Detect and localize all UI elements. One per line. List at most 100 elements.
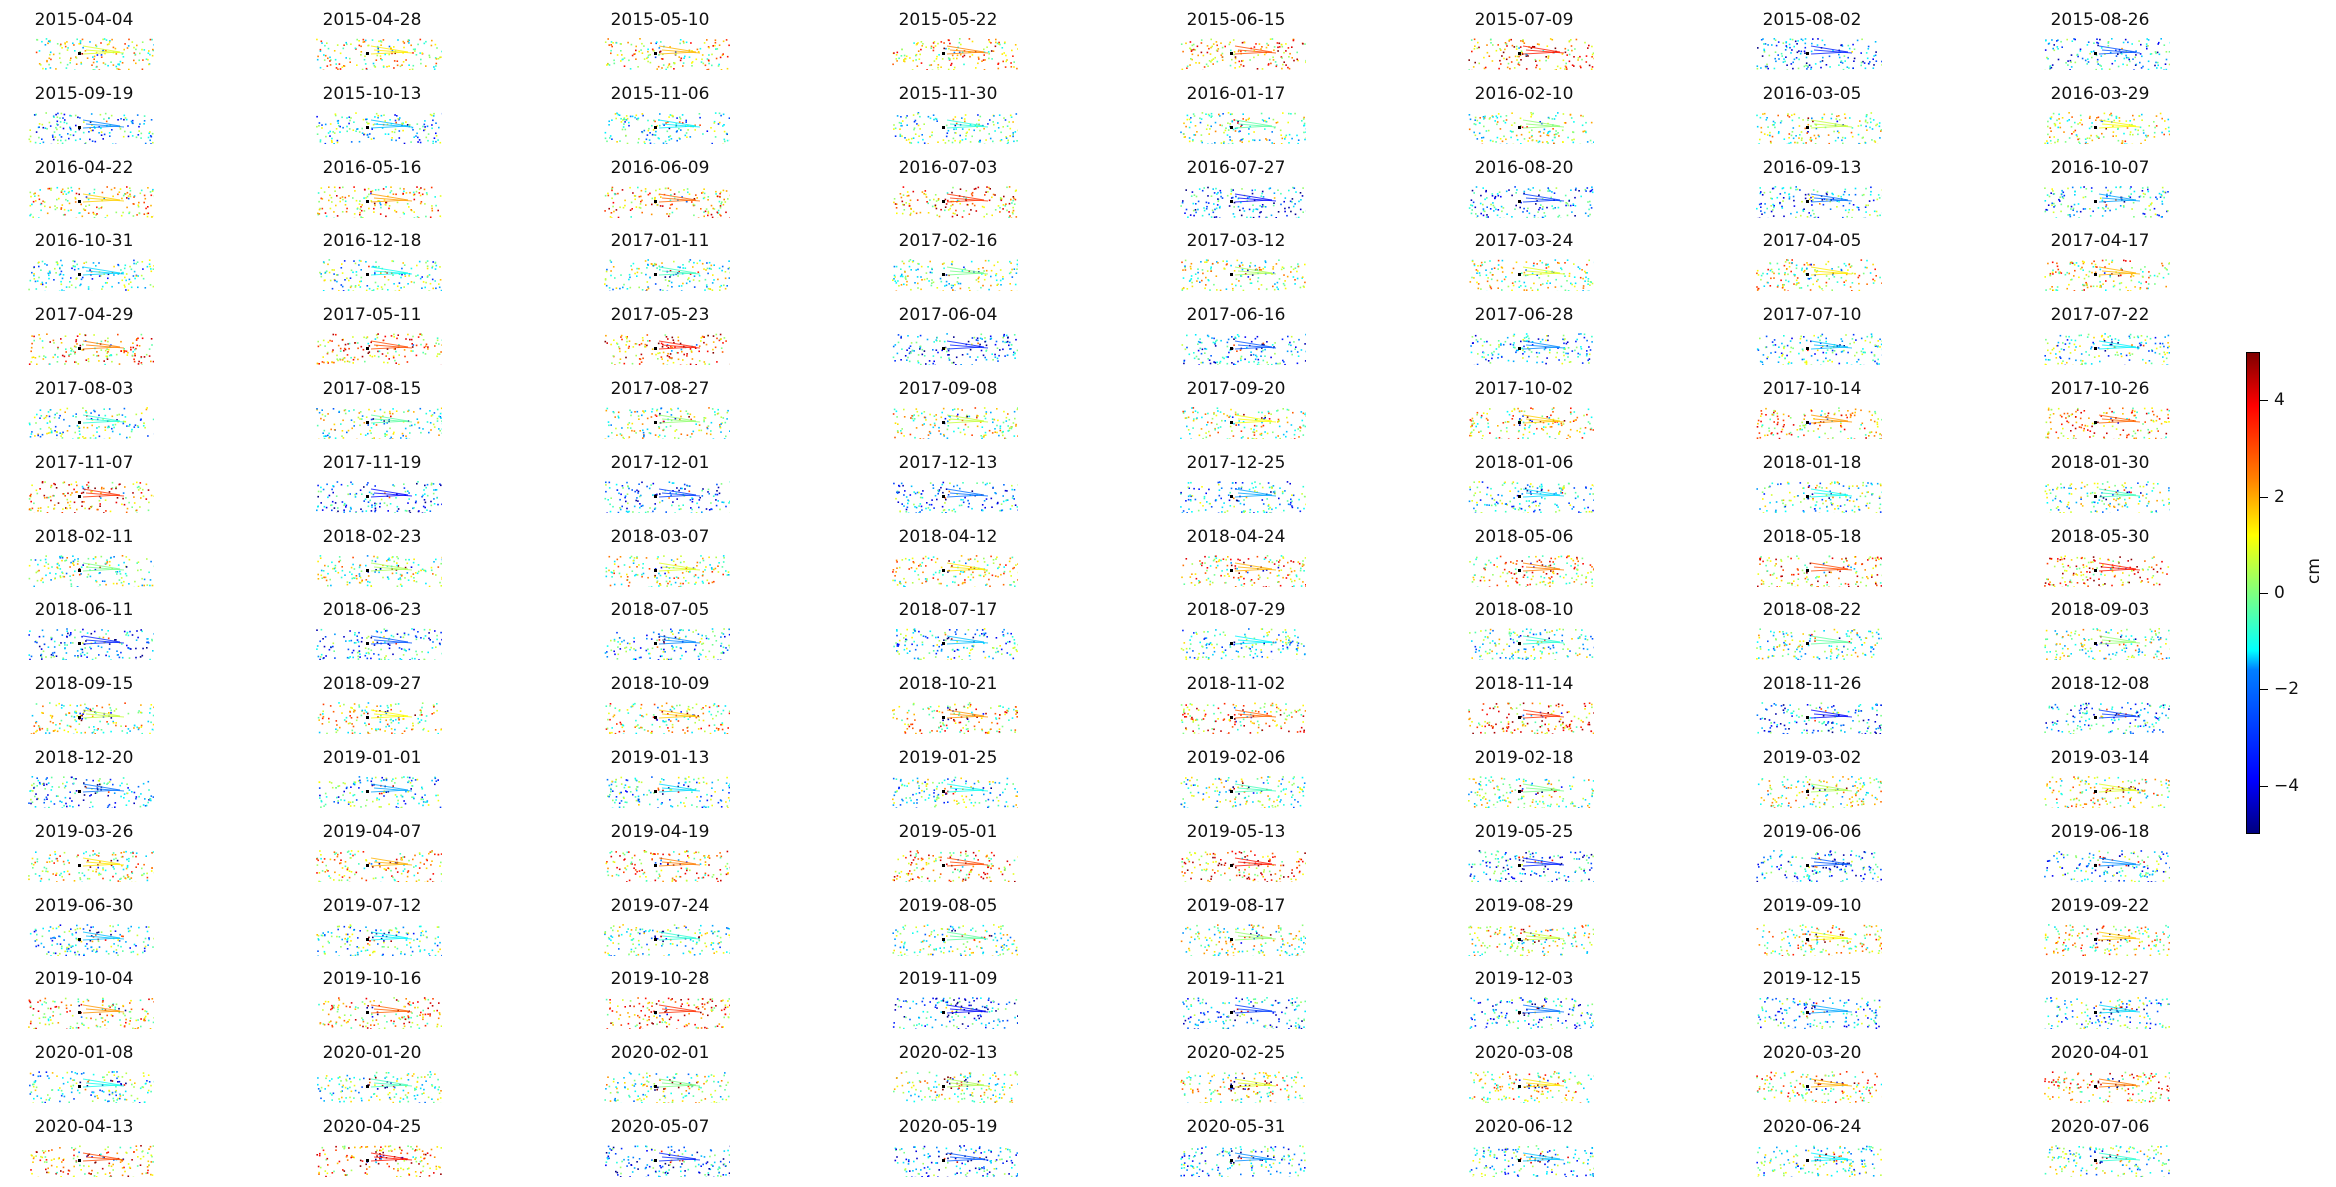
scatter-point — [351, 270, 353, 272]
scatter-point — [417, 275, 419, 277]
scatter-point — [1844, 191, 1846, 193]
scatter-point — [1471, 212, 1473, 214]
scatter-point — [2050, 140, 2052, 142]
scatter-point — [1791, 49, 1793, 51]
scatter-point — [669, 207, 671, 209]
scatter-point — [1756, 207, 1758, 209]
scatter-point — [919, 128, 921, 130]
scatter-point — [366, 290, 368, 291]
scatter-point — [696, 197, 698, 199]
scatter-point — [393, 283, 395, 285]
scatter-point — [1553, 207, 1555, 209]
scatter-point — [120, 128, 122, 130]
scatter-point — [646, 58, 648, 60]
scatter-point — [1838, 267, 1840, 269]
scatter-point — [2168, 118, 2170, 120]
scatter-point — [363, 39, 365, 41]
scatter-point — [360, 269, 362, 271]
reference-point — [1806, 52, 1809, 55]
scatter-point — [1535, 67, 1537, 69]
scatter-point — [2143, 129, 2145, 131]
scatter-point — [2102, 215, 2104, 217]
scatter-point — [621, 54, 623, 56]
scatter-point — [628, 122, 630, 124]
scatter-point — [407, 203, 409, 205]
scatter-point — [978, 119, 980, 121]
scatter-point — [397, 201, 399, 203]
scatter-point — [424, 126, 426, 128]
scatter-point — [1760, 117, 1762, 119]
scatter-point — [2155, 196, 2157, 198]
scatter-point — [983, 215, 985, 217]
scatter-point — [903, 263, 905, 265]
scatter-point — [1282, 64, 1284, 66]
scatter-point — [348, 280, 350, 282]
scatter-point — [1472, 204, 1474, 206]
scatter-point — [1232, 121, 1234, 123]
scatter-point — [1004, 42, 1006, 44]
scatter-point — [934, 41, 936, 43]
scatter-point — [896, 54, 898, 56]
scatter-point — [669, 213, 671, 215]
scatter-point — [1774, 68, 1776, 70]
scatter-point — [1304, 122, 1306, 124]
scatter-point — [1272, 38, 1274, 40]
scatter-point — [627, 288, 629, 290]
scatter-point — [120, 270, 122, 272]
scatter-point — [1499, 60, 1501, 62]
scatter-point — [1783, 42, 1785, 44]
scatter-point — [610, 275, 612, 277]
scatter-point — [340, 197, 342, 199]
scatter-point — [324, 59, 326, 61]
scatter-point — [1017, 48, 1018, 50]
scatter-point — [1764, 286, 1766, 288]
scatter-point — [1784, 191, 1786, 193]
scatter-point — [2079, 122, 2081, 124]
scatter-point — [716, 58, 718, 60]
scatter-point — [1302, 195, 1304, 197]
scatter-point — [1809, 139, 1811, 141]
scatter-point — [966, 190, 968, 192]
scatter-point — [373, 290, 375, 292]
scatter-point — [105, 217, 107, 218]
scatter-point — [1234, 119, 1236, 121]
scatter-point — [621, 121, 623, 123]
scatter-point — [335, 113, 337, 115]
scatter-point — [1247, 270, 1249, 272]
scatter-point — [378, 266, 380, 268]
scatter-point — [116, 53, 118, 55]
reference-point — [1230, 200, 1233, 203]
scatter-point — [1511, 112, 1513, 114]
scatter-point — [1490, 272, 1492, 274]
scatter-point — [1588, 208, 1590, 210]
scatter-point — [1220, 290, 1222, 291]
scatter-point — [2074, 39, 2076, 41]
scatter-point — [1287, 276, 1289, 278]
scatter-point — [342, 286, 344, 288]
scatter-point — [132, 135, 134, 137]
scatter-point — [2100, 197, 2102, 199]
scatter-point — [901, 135, 903, 137]
scatter-point — [1866, 260, 1868, 262]
scatter-point — [1277, 189, 1279, 191]
scatter-point — [960, 140, 962, 142]
scatter-point — [123, 56, 125, 58]
scatter-point — [2070, 60, 2072, 62]
scatter-point — [675, 53, 677, 55]
scatter-point — [378, 51, 380, 53]
scatter-point — [2076, 262, 2078, 264]
scatter-point — [1240, 286, 1242, 288]
scatter-point — [75, 131, 77, 133]
scatter-point — [1772, 271, 1774, 273]
subplot-title: 2016-10-07 — [2030, 158, 2170, 178]
scatter-point — [1564, 262, 1566, 264]
scatter-point — [1757, 270, 1759, 272]
scatter-point — [698, 272, 700, 274]
scatter-point — [1826, 282, 1828, 284]
scatter-point — [983, 49, 985, 51]
scatter-point — [76, 63, 78, 65]
scatter-point — [1589, 213, 1591, 215]
scatter-point — [895, 135, 897, 137]
scatter-point — [2134, 57, 2136, 59]
scatter-point — [1809, 64, 1811, 66]
